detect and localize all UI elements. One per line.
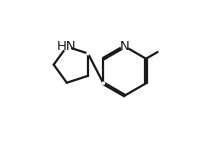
Text: N: N [120,40,130,53]
Circle shape [87,52,89,55]
Circle shape [121,43,128,50]
Text: HN: HN [57,40,77,53]
Circle shape [63,43,71,51]
Circle shape [102,82,105,84]
